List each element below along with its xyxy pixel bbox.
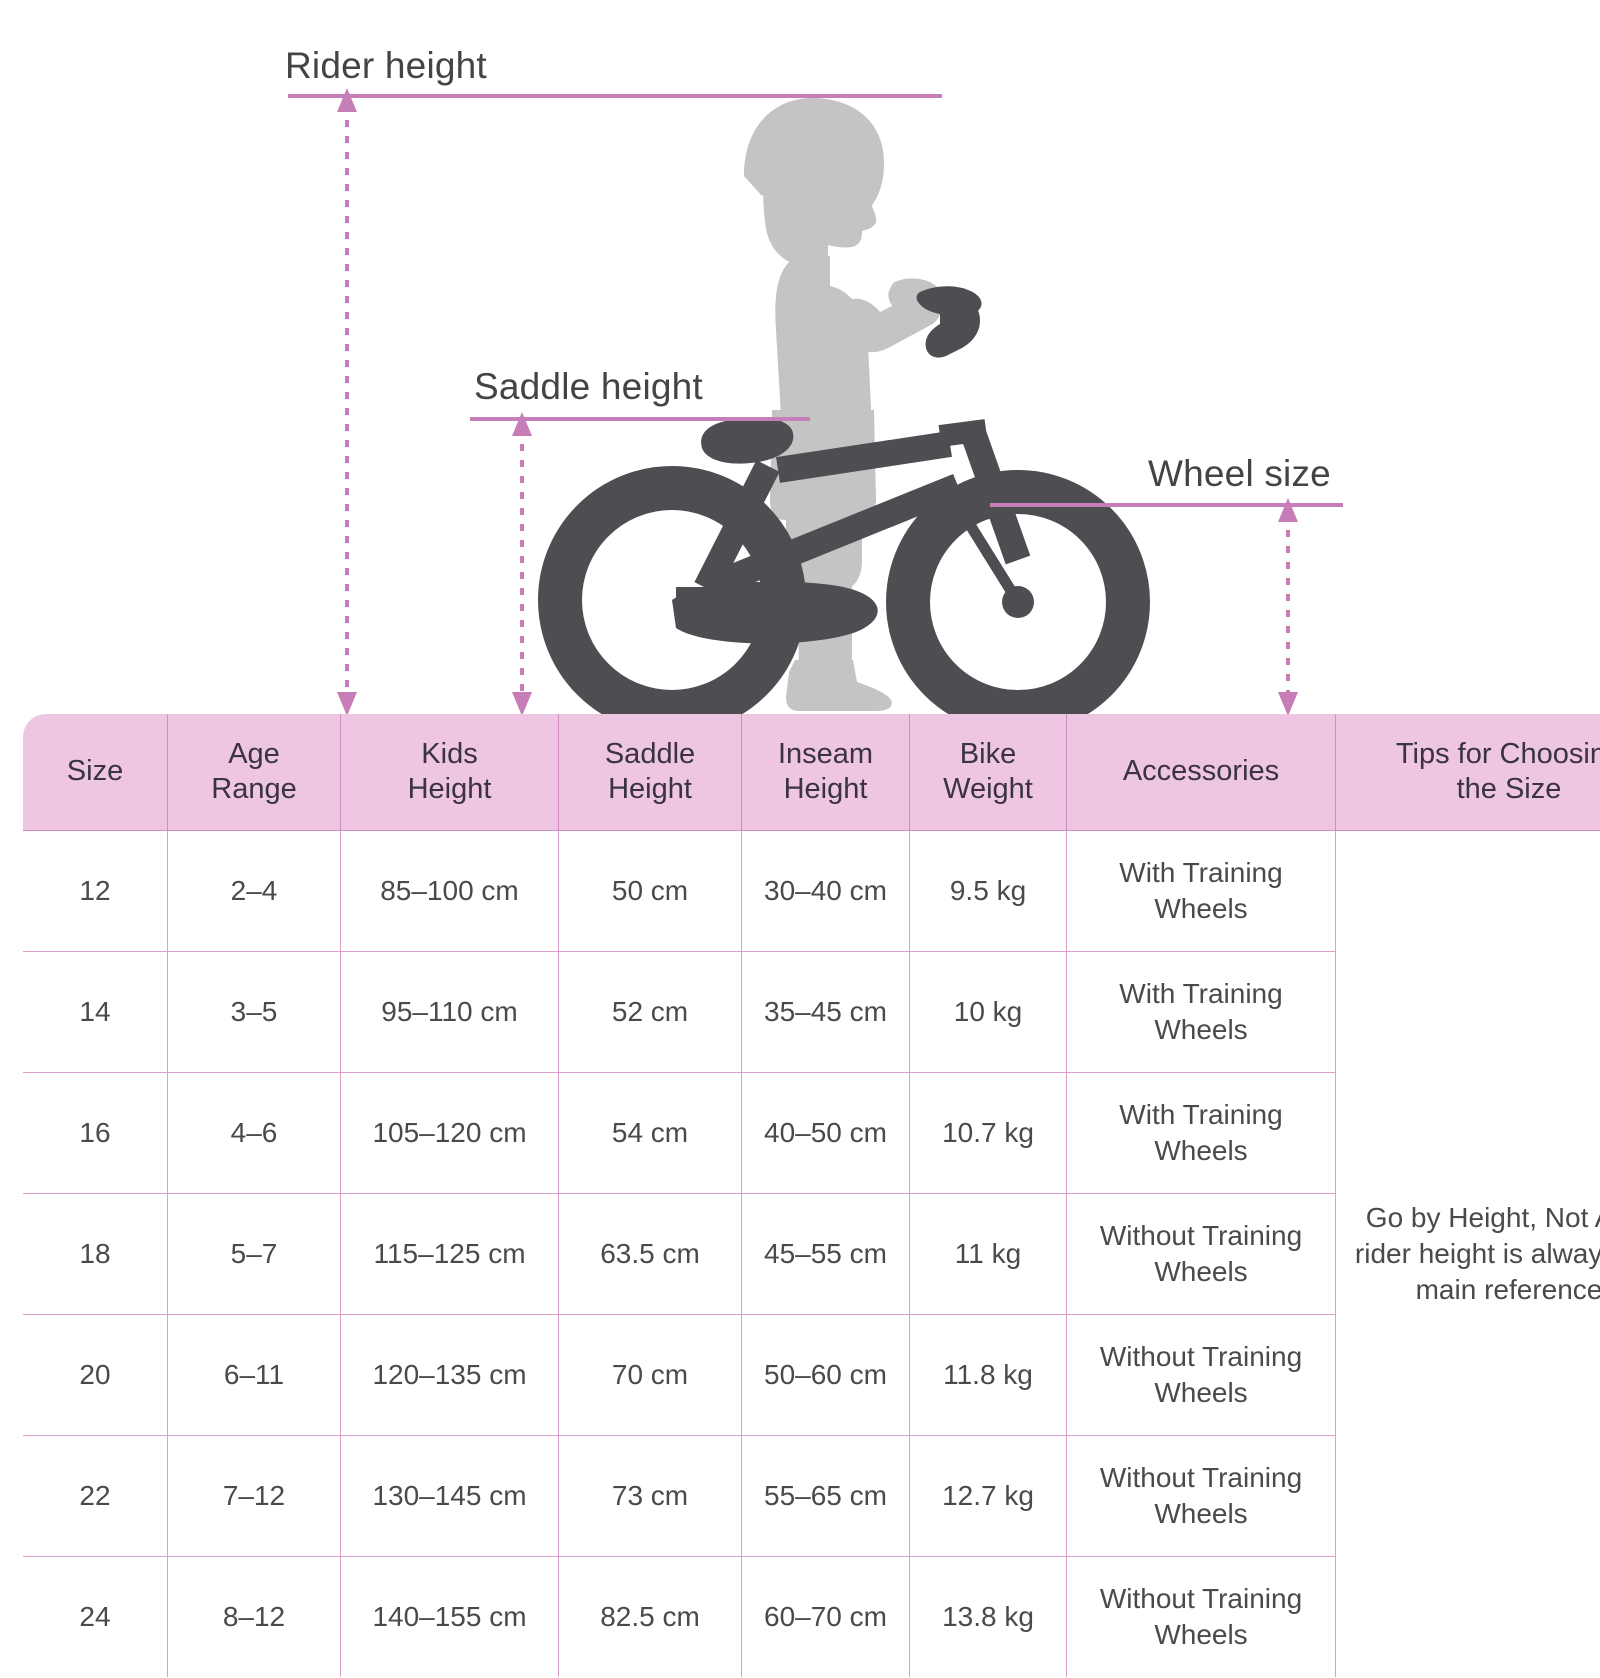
- cell-accessories: With Training Wheels: [1067, 952, 1336, 1073]
- cell-saddle-height: 82.5 cm: [559, 1557, 742, 1678]
- cell-inseam-height: 50–60 cm: [742, 1315, 910, 1436]
- header-inseam-line1: Inseam: [778, 738, 873, 770]
- cell-kids-height: 85–100 cm: [341, 831, 559, 952]
- cell-inseam-height: 40–50 cm: [742, 1073, 910, 1194]
- cell-bike-weight: 10 kg: [910, 952, 1067, 1073]
- header-accessories: Accessories: [1067, 714, 1336, 831]
- cell-kids-height: 130–145 cm: [341, 1436, 559, 1557]
- cell-kids-height: 115–125 cm: [341, 1194, 559, 1315]
- header-weight-line2: Weight: [943, 773, 1033, 805]
- cell-age-range: 2–4: [168, 831, 341, 952]
- cell-inseam-height: 30–40 cm: [742, 831, 910, 952]
- cell-inseam-height: 55–65 cm: [742, 1436, 910, 1557]
- header-age-line2: Range: [211, 773, 296, 805]
- cell-kids-height: 105–120 cm: [341, 1073, 559, 1194]
- header-size-text: Size: [67, 755, 123, 787]
- cell-kids-height: 140–155 cm: [341, 1557, 559, 1678]
- cell-saddle-height: 63.5 cm: [559, 1194, 742, 1315]
- cell-saddle-height: 73 cm: [559, 1436, 742, 1557]
- wheel-size-label: Wheel size: [1148, 453, 1331, 495]
- cell-saddle-height: 70 cm: [559, 1315, 742, 1436]
- header-tips-line1: Tips for Choosing: [1396, 738, 1600, 770]
- cell-size: 14: [23, 952, 168, 1073]
- header-saddle-line1: Saddle: [605, 738, 695, 770]
- header-weight-line1: Bike: [960, 738, 1016, 770]
- cell-tips: Go by Height, Not Age: rider height is a…: [1336, 831, 1600, 1678]
- header-kids-line1: Kids: [421, 738, 477, 770]
- cell-inseam-height: 60–70 cm: [742, 1557, 910, 1678]
- cell-bike-weight: 12.7 kg: [910, 1436, 1067, 1557]
- cell-bike-weight: 11 kg: [910, 1194, 1067, 1315]
- cell-age-range: 7–12: [168, 1436, 341, 1557]
- cell-accessories: Without Training Wheels: [1067, 1194, 1336, 1315]
- header-inseam-line2: Height: [784, 773, 868, 805]
- cell-size: 24: [23, 1557, 168, 1678]
- header-saddle-line2: Height: [608, 773, 692, 805]
- cell-size: 18: [23, 1194, 168, 1315]
- cell-accessories: With Training Wheels: [1067, 1073, 1336, 1194]
- cell-accessories: Without Training Wheels: [1067, 1557, 1336, 1678]
- header-tips-line2: the Size: [1457, 773, 1562, 805]
- cell-size: 20: [23, 1315, 168, 1436]
- rider-height-label: Rider height: [285, 45, 487, 87]
- header-kids-line2: Height: [408, 773, 492, 805]
- cell-accessories: Without Training Wheels: [1067, 1315, 1336, 1436]
- cell-bike-weight: 13.8 kg: [910, 1557, 1067, 1678]
- header-accessories-text: Accessories: [1123, 755, 1279, 787]
- cell-bike-weight: 11.8 kg: [910, 1315, 1067, 1436]
- cell-size: 22: [23, 1436, 168, 1557]
- cell-saddle-height: 54 cm: [559, 1073, 742, 1194]
- cell-age-range: 8–12: [168, 1557, 341, 1678]
- illustration-svg: [0, 0, 1600, 715]
- header-size: Size: [23, 714, 168, 831]
- bike-sizing-illustration: Rider height Saddle height Wheel size: [0, 0, 1600, 715]
- cell-age-range: 3–5: [168, 952, 341, 1073]
- cell-kids-height: 120–135 cm: [341, 1315, 559, 1436]
- cell-saddle-height: 52 cm: [559, 952, 742, 1073]
- cell-saddle-height: 50 cm: [559, 831, 742, 952]
- cell-bike-weight: 9.5 kg: [910, 831, 1067, 952]
- cell-bike-weight: 10.7 kg: [910, 1073, 1067, 1194]
- cell-age-range: 4–6: [168, 1073, 341, 1194]
- cell-accessories: With Training Wheels: [1067, 831, 1336, 952]
- cell-inseam-height: 45–55 cm: [742, 1194, 910, 1315]
- cell-accessories: Without Training Wheels: [1067, 1436, 1336, 1557]
- saddle-height-label: Saddle height: [474, 366, 703, 408]
- header-age-line1: Age: [228, 738, 280, 770]
- cell-age-range: 5–7: [168, 1194, 341, 1315]
- cell-size: 12: [23, 831, 168, 952]
- cell-kids-height: 95–110 cm: [341, 952, 559, 1073]
- cell-inseam-height: 35–45 cm: [742, 952, 910, 1073]
- cell-age-range: 6–11: [168, 1315, 341, 1436]
- cell-size: 16: [23, 1073, 168, 1194]
